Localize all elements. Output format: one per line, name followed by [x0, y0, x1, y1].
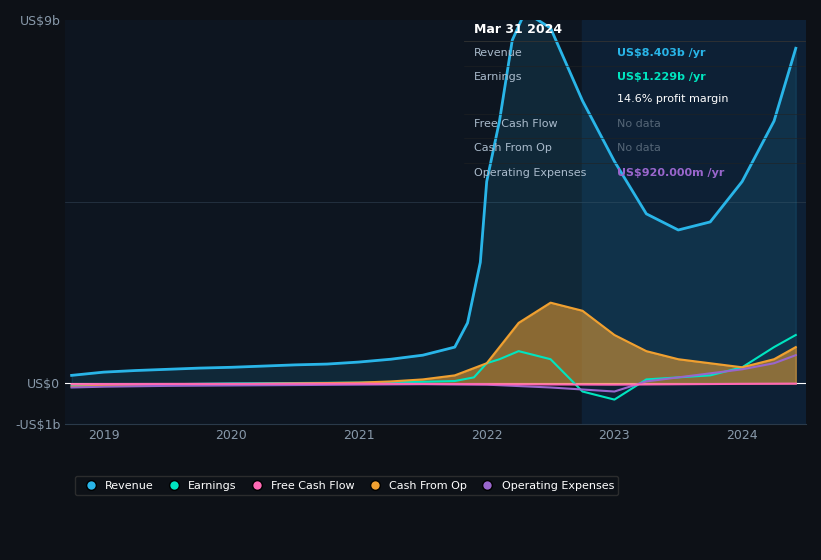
- Legend: Revenue, Earnings, Free Cash Flow, Cash From Op, Operating Expenses: Revenue, Earnings, Free Cash Flow, Cash …: [75, 476, 618, 495]
- Text: US$920.000m /yr: US$920.000m /yr: [617, 168, 725, 178]
- Text: US$8.403b /yr: US$8.403b /yr: [617, 48, 706, 58]
- Text: No data: No data: [617, 143, 661, 153]
- Text: Revenue: Revenue: [474, 48, 523, 58]
- Text: Mar 31 2024: Mar 31 2024: [474, 23, 562, 36]
- Text: Earnings: Earnings: [474, 72, 523, 82]
- Text: Cash From Op: Cash From Op: [474, 143, 552, 153]
- Text: US$1.229b /yr: US$1.229b /yr: [617, 72, 706, 82]
- Text: No data: No data: [617, 119, 661, 129]
- Text: Free Cash Flow: Free Cash Flow: [474, 119, 557, 129]
- Text: Operating Expenses: Operating Expenses: [474, 168, 586, 178]
- Text: 14.6% profit margin: 14.6% profit margin: [617, 94, 729, 104]
- Bar: [582, 20, 806, 424]
